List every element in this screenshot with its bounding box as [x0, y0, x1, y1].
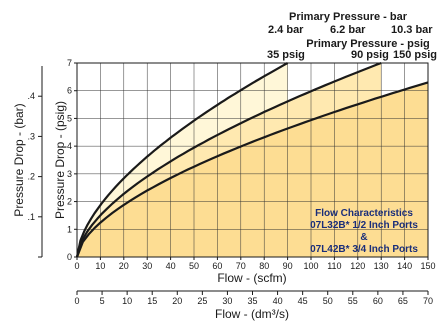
y-psig-tick-label-1: 1	[67, 224, 72, 234]
y-bar-tick-label-.4: .4	[27, 91, 35, 101]
x-scfm-tick-label-50: 50	[189, 261, 199, 271]
x-dm3s-tick-label-0: 0	[74, 296, 79, 306]
x-dm3s-tick-label-55: 55	[348, 296, 358, 306]
x-scfm-tick-label-70: 70	[236, 261, 246, 271]
x-dm3s-tick-label-60: 60	[373, 296, 383, 306]
y-psig-tick-label-7: 7	[67, 58, 72, 68]
y-psig-tick-label-0: 0	[67, 252, 72, 262]
series-2-line	[75, 61, 382, 258]
x-scfm-tick-label-140: 140	[397, 261, 412, 271]
annotation-line-4: 07L42B* 3/4 Inch Ports	[310, 244, 418, 255]
x-scfm-tick-label-60: 60	[212, 261, 222, 271]
y-bar-ticks: .1 .2 .3 .4	[27, 91, 42, 258]
x-dm3s-tick-label-15: 15	[147, 296, 157, 306]
x-dm3s-tick-label-10: 10	[122, 296, 132, 306]
x-dm3s-tick-label-25: 25	[197, 296, 207, 306]
y-bar-label: Pressure Drop - (bar)	[12, 103, 26, 216]
x-dm3s-tick-label-40: 40	[273, 296, 283, 306]
series-3-line	[75, 81, 429, 258]
x-scfm-tick-label-100: 100	[303, 261, 318, 271]
x-scfm-tick-label-40: 40	[166, 261, 176, 271]
series-3-psig-label: 150 psig	[393, 49, 437, 61]
x-dm3s-tick-label-30: 30	[222, 296, 232, 306]
x-dm3s-tick-label-35: 35	[247, 296, 257, 306]
annotation-line-3: &	[360, 232, 367, 243]
y-psig-ticks: 0 1 2 3 4 5 6 7	[67, 58, 77, 262]
series-fills	[77, 63, 428, 258]
y-psig-label: Pressure Drop - (psig)	[53, 101, 67, 219]
series-2-psig-label: 90 psig	[351, 49, 389, 61]
x-dm3s-tick-label-20: 20	[172, 296, 182, 306]
y-psig-tick-label-4: 4	[67, 141, 72, 151]
y-bar-tick-label-.2: .2	[27, 172, 35, 182]
series-curves	[75, 61, 429, 258]
y-psig-tick-label-5: 5	[67, 113, 72, 123]
x-scfm-label: Flow - (scfm)	[217, 271, 286, 285]
annotation-line-2: 07L32B* 1/2 Inch Ports	[310, 220, 418, 231]
x-dm3s-ticks: 0 5 10 15 20 25 30 35 40 45 50 55 60 65 70	[74, 291, 433, 306]
x-scfm-tick-label-90: 90	[283, 261, 293, 271]
series-1-line	[75, 62, 289, 258]
plot-frame	[76, 62, 429, 258]
x-dm3s-tick-label-50: 50	[323, 296, 333, 306]
y-psig-tick-label-2: 2	[67, 197, 72, 207]
x-scfm-ticks: 0 10 20 30 40 50 60 70 80 90 100 110 120 130 140 150	[74, 257, 436, 271]
series-1-bar-label: 2.4 bar	[268, 24, 304, 36]
x-scfm-tick-label-110: 110	[327, 261, 341, 271]
y-psig-tick-label-3: 3	[67, 169, 72, 179]
y-bar-tick-label-.1: .1	[27, 212, 35, 222]
x-scfm-tick-label-0: 0	[74, 261, 79, 271]
x-scfm-tick-label-20: 20	[119, 261, 129, 271]
series-2-bar-label: 6.2 bar	[330, 24, 366, 36]
y-bar-tick-label-.3: .3	[27, 131, 35, 141]
x-dm3s-tick-label-5: 5	[100, 296, 105, 306]
x-scfm-tick-label-80: 80	[259, 261, 269, 271]
x-scfm-tick-label-120: 120	[350, 261, 365, 271]
grid-lines	[77, 63, 428, 257]
x-scfm-tick-label-30: 30	[142, 261, 152, 271]
title-bar: Primary Pressure - bar	[289, 11, 408, 23]
x-dm3s-tick-label-65: 65	[398, 296, 408, 306]
annotation-line-1: Flow Characteristics	[315, 208, 413, 219]
x-dm3s-tick-label-70: 70	[423, 296, 433, 306]
x-scfm-tick-label-10: 10	[95, 261, 105, 271]
series-1-psig-label: 35 psig	[267, 49, 305, 61]
x-dm3s-label: Flow - (dm³/s)	[215, 307, 289, 321]
series-3-bar-label: 10.3 bar	[391, 24, 433, 36]
y-psig-tick-label-6: 6	[67, 86, 72, 96]
series-3-fill	[77, 82, 428, 258]
x-dm3s-tick-label-45: 45	[298, 296, 308, 306]
x-scfm-tick-label-130: 130	[374, 261, 389, 271]
title-psig: Primary Pressure - psig	[306, 38, 430, 50]
x-scfm-tick-label-150: 150	[420, 261, 435, 271]
